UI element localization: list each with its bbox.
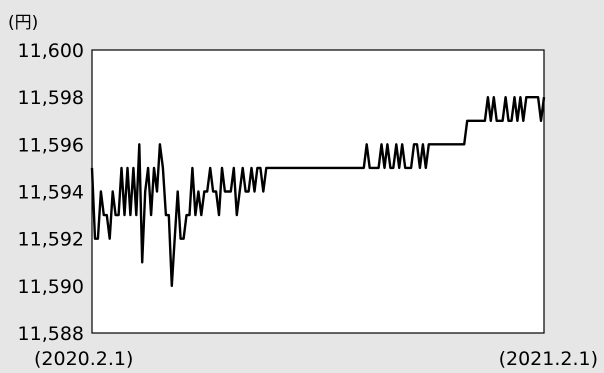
plot-area: [91, 49, 545, 334]
x-start-label: (2020.2.1): [34, 348, 133, 370]
price-series-line: [90, 96, 546, 287]
x-end-label: (2021.2.1): [499, 348, 598, 370]
y-tick-label: 11,596: [18, 134, 84, 156]
y-unit-label: (円): [8, 13, 38, 33]
y-tick-label: 11,588: [18, 323, 84, 345]
y-axis-ticks: 11,600 11,598 11,596 11,594 11,592 11,590 11,5…: [18, 40, 84, 345]
y-tick-label: 11,594: [18, 182, 84, 204]
y-tick-label: 11,592: [18, 229, 84, 251]
y-tick-label: 11,598: [18, 87, 84, 109]
y-tick-label: 11,590: [18, 276, 84, 298]
y-tick-label: 11,600: [18, 40, 84, 62]
